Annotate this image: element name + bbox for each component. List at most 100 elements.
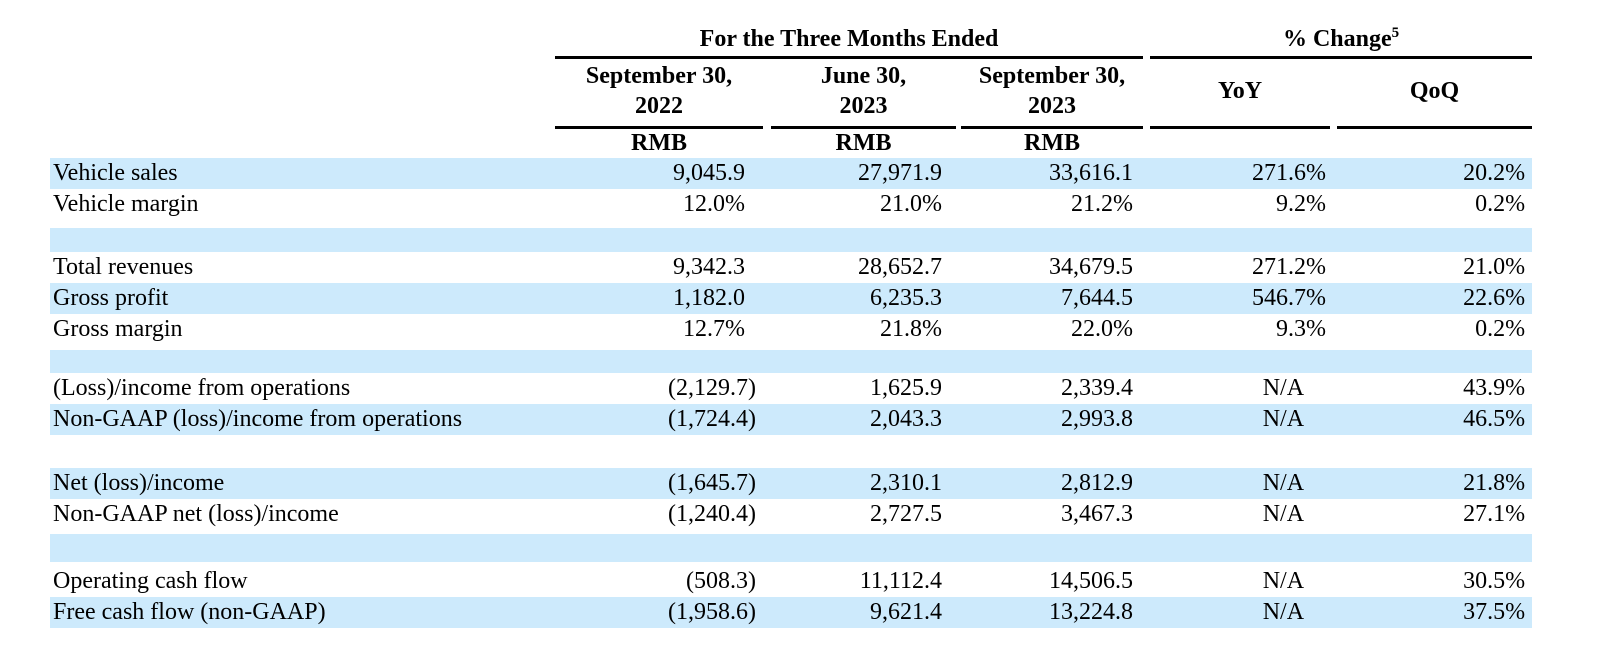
cell-jun-2023: 2,310.1 (870, 470, 942, 496)
row-label: Non-GAAP (loss)/income from operations (53, 406, 463, 432)
cell-sep-2023: 2,812.9 (1061, 470, 1134, 496)
separator-row (50, 220, 1533, 228)
cell-qoq: 0.2% (1475, 191, 1526, 217)
col-header-yoy: YoY (1150, 57, 1331, 129)
cell-qoq: 0.2% (1475, 316, 1526, 342)
period-group-header: For the Three Months Ended (555, 21, 1144, 59)
cell-jun-2023: 2,043.3 (870, 406, 942, 432)
cell-sep-2022: (1,645.7) (668, 470, 756, 496)
cell-sep-2023: 7,644.5 (1061, 285, 1134, 311)
cell-yoy: N/A (1262, 501, 1305, 527)
col-header-sep-2022: September 30, 2022 (555, 57, 763, 129)
table-row: (Loss)/income from operations (2,129.7) … (50, 373, 1533, 404)
cell-sep-2022: 9,342.3 (673, 254, 745, 280)
table-row: Gross profit 1,182.0 6,235.3 7,644.5 546… (50, 283, 1533, 314)
cell-yoy: N/A (1262, 406, 1305, 432)
row-label: Gross profit (53, 285, 169, 311)
col-header-jun-2023: June 30, 2023 (771, 57, 956, 129)
cell-yoy: 9.3% (1276, 316, 1327, 342)
financial-summary-section: For the Three Months Ended % Change5 Sep… (50, 21, 1533, 628)
cell-sep-2022: (2,129.7) (668, 375, 756, 401)
cell-sep-2022: (1,240.4) (668, 501, 756, 527)
cell-yoy: 271.6% (1252, 160, 1327, 186)
row-label: Free cash flow (non-GAAP) (53, 599, 326, 625)
cell-sep-2022: (508.3) (686, 568, 756, 594)
unit-label-rmb: RMB (1024, 129, 1081, 156)
cell-qoq: 20.2% (1463, 160, 1526, 186)
cell-sep-2022: 12.0% (683, 191, 745, 217)
column-header-row: September 30, 2022 June 30, 2023 September… (50, 57, 1533, 129)
cell-jun-2023: 11,112.4 (859, 568, 942, 594)
cell-jun-2023: 1,625.9 (870, 375, 942, 401)
cell-qoq: 21.0% (1463, 254, 1526, 280)
separator-row (50, 345, 1533, 350)
cell-yoy: 546.7% (1252, 285, 1327, 311)
cell-yoy: N/A (1262, 568, 1305, 594)
group-gap-cell (1143, 21, 1150, 57)
cell-sep-2022: 9,045.9 (673, 160, 745, 186)
table-row: Non-GAAP (loss)/income from operations (… (50, 404, 1533, 435)
cell-jun-2023: 21.8% (880, 316, 942, 342)
cell-qoq: 27.1% (1463, 501, 1526, 527)
row-label: Vehicle sales (53, 160, 178, 186)
separator-row (50, 530, 1533, 534)
row-label: Operating cash flow (53, 568, 248, 594)
cell-jun-2023: 6,235.3 (870, 285, 942, 311)
table-row: Operating cash flow (508.3) 11,112.4 14,… (50, 566, 1533, 597)
col-header-qoq: QoQ (1337, 57, 1533, 129)
table-row: Vehicle margin 12.0% 21.0% 21.2% 9.2% 0.… (50, 189, 1533, 220)
separator-row (50, 350, 1533, 373)
cell-jun-2023: 9,621.4 (870, 599, 942, 625)
change-group-header: % Change5 (1150, 21, 1533, 59)
cell-jun-2023: 27,971.9 (858, 160, 942, 186)
table-row: Free cash flow (non-GAAP) (1,958.6) 9,62… (50, 597, 1533, 628)
cell-sep-2022: (1,724.4) (668, 406, 756, 432)
cell-sep-2023: 2,993.8 (1061, 406, 1134, 432)
col-header-sep-2023: September 30, 2023 (961, 57, 1144, 129)
cell-yoy: 271.2% (1252, 254, 1327, 280)
cell-yoy: 9.2% (1276, 191, 1327, 217)
cell-jun-2023: 28,652.7 (858, 254, 942, 280)
empty-corner-cell (50, 21, 555, 57)
cell-sep-2023: 14,506.5 (1049, 568, 1134, 594)
cell-yoy: N/A (1262, 375, 1305, 401)
row-label: Net (loss)/income (53, 470, 225, 496)
separator-row (50, 228, 1533, 252)
unit-label-rmb: RMB (835, 129, 892, 156)
cell-qoq: 30.5% (1463, 568, 1526, 594)
row-label: (Loss)/income from operations (53, 375, 351, 401)
cell-qoq: 21.8% (1463, 470, 1526, 496)
change-group-header-text: % Change (1282, 25, 1392, 52)
cell-sep-2023: 2,339.4 (1061, 375, 1134, 401)
cell-qoq: 46.5% (1463, 406, 1526, 432)
separator-row (50, 534, 1533, 562)
cell-yoy: N/A (1262, 470, 1305, 496)
table-row: Total revenues 9,342.3 28,652.7 34,679.5… (50, 252, 1533, 283)
unit-header-row: RMB RMB RMB (50, 127, 1532, 158)
row-label: Gross margin (53, 316, 183, 342)
cell-sep-2023: 13,224.8 (1049, 599, 1134, 625)
unit-label-rmb: RMB (631, 129, 687, 156)
table-row: Net (loss)/income (1,645.7) 2,310.1 2,81… (50, 468, 1533, 499)
cell-jun-2023: 21.0% (880, 191, 942, 217)
row-label: Non-GAAP net (loss)/income (53, 501, 339, 527)
change-footnote-marker: 5 (1391, 24, 1400, 41)
cell-jun-2023: 2,727.5 (870, 501, 942, 527)
row-label: Vehicle margin (53, 191, 199, 217)
table-row: Non-GAAP net (loss)/income (1,240.4) 2,7… (50, 499, 1533, 530)
group-header-row: For the Three Months Ended % Change5 (50, 21, 1533, 59)
cell-sep-2023: 21.2% (1071, 191, 1134, 217)
financials-table: For the Three Months Ended % Change5 Sep… (50, 21, 1533, 628)
separator-row (50, 562, 1533, 566)
row-label: Total revenues (53, 254, 194, 280)
table-row: Gross margin 12.7% 21.8% 22.0% 9.3% 0.2% (50, 314, 1533, 345)
table-row: Vehicle sales 9,045.9 27,971.9 33,616.1 … (50, 158, 1533, 189)
cell-yoy: N/A (1262, 599, 1305, 625)
cell-sep-2022: (1,958.6) (668, 599, 756, 625)
cell-sep-2023: 22.0% (1071, 316, 1134, 342)
cell-sep-2022: 12.7% (683, 316, 745, 342)
cell-qoq: 43.9% (1463, 375, 1526, 401)
cell-sep-2023: 34,679.5 (1049, 254, 1134, 280)
period-group-header-text: For the Three Months Ended (699, 25, 999, 52)
